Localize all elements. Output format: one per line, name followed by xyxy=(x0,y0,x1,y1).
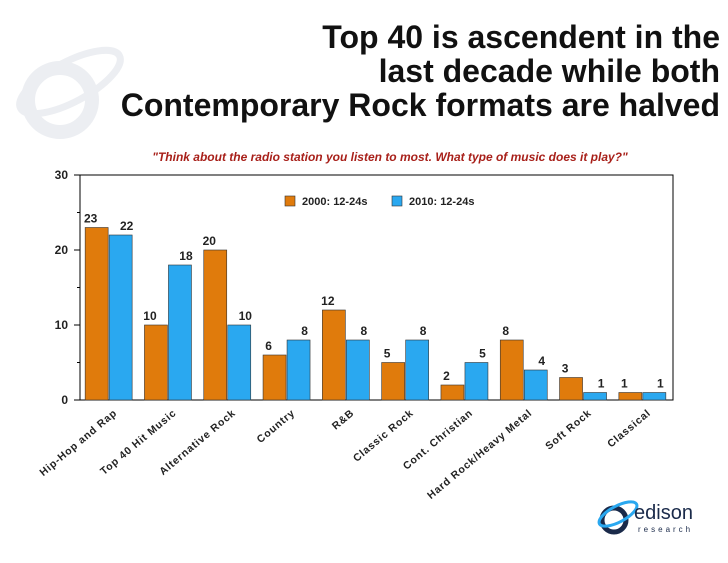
data-label: 12 xyxy=(321,294,335,308)
bar-2010 xyxy=(227,324,252,401)
category-label: Classical xyxy=(605,407,653,450)
edison-logo-icon xyxy=(597,500,639,535)
data-label: 8 xyxy=(301,324,308,338)
data-label: 1 xyxy=(621,377,628,391)
bar-2010 xyxy=(405,339,429,401)
bar-2000 xyxy=(84,227,109,401)
data-label: 10 xyxy=(143,309,157,323)
chart-subtitle: "Think about the radio station you liste… xyxy=(152,150,628,164)
bar-2000 xyxy=(322,309,346,401)
bar-2000 xyxy=(381,362,405,401)
bar-2000 xyxy=(144,324,168,401)
y-tick-label: 20 xyxy=(55,243,69,257)
bar-2010 xyxy=(168,264,192,401)
data-label: 8 xyxy=(420,324,427,338)
title-line-2: last decade while both xyxy=(378,53,720,89)
data-label: 10 xyxy=(239,309,253,323)
bar-2010 xyxy=(464,362,489,401)
category-label: R&B xyxy=(330,407,357,432)
data-label: 1 xyxy=(598,377,605,391)
data-label: 20 xyxy=(203,234,217,248)
y-tick-label: 10 xyxy=(55,318,69,332)
data-label: 22 xyxy=(120,219,134,233)
data-label: 8 xyxy=(361,324,368,338)
chart-title: Top 40 is ascendent in the last decade w… xyxy=(20,20,720,122)
bar-2010 xyxy=(108,234,133,401)
data-label: 1 xyxy=(657,377,664,391)
data-label: 5 xyxy=(479,347,486,361)
legend-label: 2000: 12-24s xyxy=(302,196,367,208)
title-line-3: Contemporary Rock formats are halved xyxy=(120,87,720,123)
logo-word: edison xyxy=(634,502,693,524)
bar-2010 xyxy=(523,369,548,401)
y-tick-label: 0 xyxy=(61,393,68,407)
logo-subword: research xyxy=(638,525,694,534)
bar-2010 xyxy=(346,339,370,401)
bar-2000 xyxy=(618,392,643,401)
data-label: 18 xyxy=(179,249,193,263)
legend-swatch xyxy=(391,195,403,207)
category-label: Classic Rock xyxy=(351,407,416,464)
data-label: 23 xyxy=(84,212,98,226)
bar-2010 xyxy=(583,392,607,401)
data-label: 8 xyxy=(502,324,509,338)
bar-2010 xyxy=(642,392,667,401)
category-label: Soft Rock xyxy=(543,407,594,452)
title-line-1: Top 40 is ascendent in the xyxy=(322,19,720,55)
edison-research-logo: edison research xyxy=(594,490,704,546)
data-label: 4 xyxy=(538,354,545,368)
bar-2000 xyxy=(262,354,287,401)
data-label: 5 xyxy=(384,347,391,361)
category-label: Country xyxy=(255,407,298,446)
data-label: 2 xyxy=(443,369,450,383)
bar-2010 xyxy=(286,339,311,401)
legend-swatch xyxy=(284,195,296,207)
data-label: 3 xyxy=(562,362,569,376)
category-label: Hard Rock/Heavy Metal xyxy=(425,407,535,502)
legend-label: 2010: 12-24s xyxy=(409,196,474,208)
y-tick-label: 30 xyxy=(55,168,69,182)
edison-swirl-watermark xyxy=(16,46,124,139)
bar-2000 xyxy=(559,377,583,401)
bar-2000 xyxy=(440,384,465,401)
bar-2000 xyxy=(499,339,524,401)
data-label: 6 xyxy=(265,339,272,353)
bar-2000 xyxy=(203,249,228,401)
